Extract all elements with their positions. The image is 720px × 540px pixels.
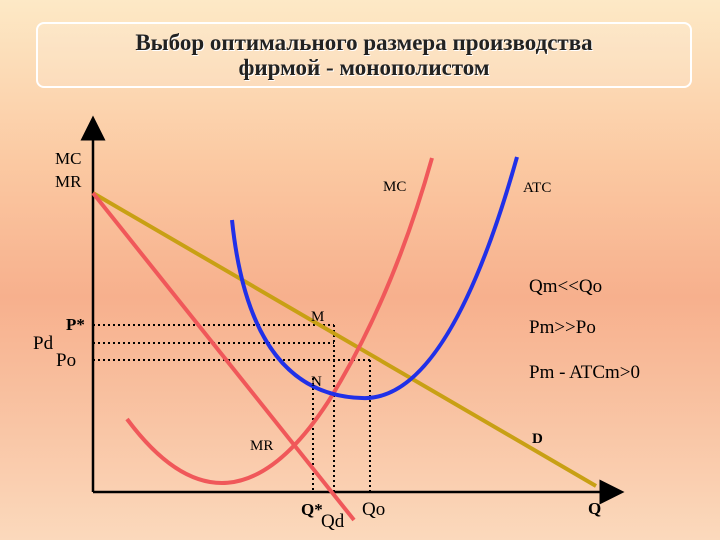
title-box: Выбор оптимального размера производства … bbox=[36, 22, 692, 88]
y-axis-label-mr: MR bbox=[55, 172, 82, 191]
q-star-label: Q* bbox=[301, 500, 323, 519]
note-qm-qo: Qm<<Qo bbox=[529, 276, 602, 297]
po-label: Po bbox=[56, 350, 76, 371]
mc-label: MC bbox=[383, 179, 406, 195]
p-star-label: P* bbox=[66, 315, 85, 334]
qd-label: Qd bbox=[321, 511, 345, 532]
demand-label: D bbox=[532, 431, 543, 447]
atc-label: ATC bbox=[523, 180, 551, 196]
point-n-label: N bbox=[311, 374, 322, 390]
qo-label: Qo bbox=[362, 499, 385, 520]
point-m-label: M bbox=[311, 309, 324, 325]
note-profit: Pm - ATCm>0 bbox=[529, 362, 640, 383]
atc-curve bbox=[230, 156, 519, 401]
mc-curve bbox=[125, 157, 434, 485]
x-axis-label: Q bbox=[588, 499, 601, 518]
demand-curve bbox=[91, 191, 598, 488]
pd-label: Pd bbox=[33, 333, 54, 354]
mr-label: MR bbox=[250, 438, 273, 454]
y-axis-label-mc: MC bbox=[55, 149, 81, 168]
title-line-1: Выбор оптимального размера производства bbox=[135, 30, 593, 55]
note-pm-po: Pm>>Po bbox=[529, 317, 596, 338]
title-line-2: фирмой - монополистом bbox=[238, 55, 490, 80]
mr-curve bbox=[91, 191, 356, 522]
